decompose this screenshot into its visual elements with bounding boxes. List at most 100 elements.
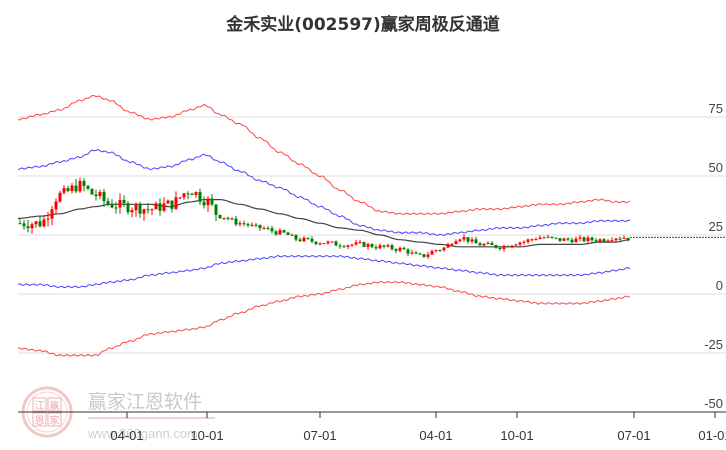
- candle-up: [454, 241, 458, 245]
- candle-down: [170, 200, 174, 209]
- candle-up: [610, 240, 614, 242]
- candle-down: [114, 207, 118, 209]
- candle-up: [150, 209, 154, 211]
- candle-down: [490, 242, 494, 246]
- candle-down: [362, 242, 366, 247]
- candle-down: [186, 193, 190, 195]
- candle-down: [158, 203, 162, 211]
- channel-bands: [17, 94, 726, 357]
- candle-down: [274, 231, 278, 235]
- candle-down: [138, 204, 142, 214]
- candle-up: [222, 217, 226, 219]
- candle-up: [598, 239, 602, 242]
- axes: [18, 411, 726, 418]
- candle-down: [570, 239, 574, 243]
- candle-up: [350, 244, 354, 246]
- candle-up: [130, 210, 134, 213]
- candle-up: [426, 254, 430, 257]
- candle-up: [470, 239, 474, 242]
- grid-lines: [18, 116, 726, 354]
- candle-down: [478, 243, 482, 246]
- candle-down: [122, 199, 126, 204]
- candle-up: [182, 193, 186, 198]
- candle-up: [482, 244, 486, 246]
- candle-down: [494, 245, 498, 248]
- candle-up: [318, 243, 322, 245]
- candle-up: [30, 224, 34, 229]
- candle-down: [214, 204, 218, 215]
- candle-down: [418, 253, 422, 255]
- candle-down: [382, 245, 386, 247]
- candle-up: [42, 219, 46, 227]
- candle-down: [198, 192, 202, 202]
- candle-down: [86, 185, 90, 189]
- x-tick-label: 04-01: [419, 428, 452, 443]
- candle-down: [38, 221, 42, 227]
- candle-down: [406, 249, 410, 254]
- candle-down: [498, 247, 502, 250]
- candle-down: [82, 180, 86, 186]
- candle-up: [70, 185, 74, 192]
- chart-title: 金禾实业(002597)赢家周极反通道: [226, 15, 500, 35]
- y-tick-label: 0: [716, 278, 723, 293]
- candle-up: [162, 203, 166, 211]
- upper_inner-line: [17, 148, 631, 237]
- candle-down: [542, 237, 546, 239]
- candle-up: [250, 224, 254, 226]
- seal-char: 赢: [50, 399, 60, 412]
- candle-up: [58, 192, 62, 202]
- candle-down: [18, 223, 22, 225]
- candle-up: [430, 251, 434, 255]
- middle-line: [17, 199, 631, 248]
- candle-up: [546, 236, 550, 238]
- candle-up: [322, 243, 326, 245]
- watermark-url: www.360gann.com: [87, 426, 198, 441]
- candle-down: [242, 223, 246, 225]
- candle-down: [370, 244, 374, 248]
- candle-down: [106, 201, 110, 205]
- candle-up: [290, 234, 294, 236]
- candle-down: [338, 245, 342, 247]
- candle-up: [262, 228, 266, 230]
- candle-down: [558, 238, 562, 241]
- candle-up: [486, 242, 490, 245]
- candle-down: [286, 232, 290, 235]
- candle-up: [518, 242, 522, 245]
- y-tick-label: -50: [704, 396, 723, 411]
- candle-up: [142, 209, 146, 214]
- y-tick-label: 75: [709, 101, 723, 116]
- candle-up: [562, 238, 566, 241]
- candle-up: [574, 238, 578, 243]
- seal-char: 江: [35, 400, 45, 412]
- candle-up: [526, 239, 530, 242]
- candle-down: [466, 237, 470, 242]
- candle-down: [590, 237, 594, 241]
- x-axis-labels: 04-01 10-01 07-01 04-01 10-01 07-01 01-01: [110, 428, 726, 443]
- candle-up: [358, 242, 362, 244]
- candle-up: [78, 180, 82, 192]
- candle-down: [390, 245, 394, 250]
- candle-up: [98, 191, 102, 197]
- candle-down: [218, 214, 222, 219]
- candle-up: [330, 241, 334, 243]
- candle-up: [378, 245, 382, 249]
- candle-down: [298, 239, 302, 242]
- lower_outer-line: [17, 280, 630, 357]
- candlesticks: [18, 177, 630, 260]
- candle-up: [230, 218, 234, 220]
- candle-down: [394, 249, 398, 251]
- candle-up: [302, 237, 306, 242]
- candle-down: [110, 204, 114, 208]
- candle-up: [326, 241, 330, 244]
- candle-down: [246, 223, 250, 226]
- candle-up: [514, 244, 518, 246]
- candle-up: [450, 244, 454, 246]
- candle-down: [626, 237, 630, 240]
- seal-char: 恩: [35, 415, 45, 427]
- candle-up: [606, 240, 610, 242]
- candle-up: [54, 201, 58, 210]
- candle-down: [90, 188, 94, 195]
- candle-up: [278, 230, 282, 235]
- candle-up: [354, 242, 358, 245]
- candle-down: [582, 237, 586, 242]
